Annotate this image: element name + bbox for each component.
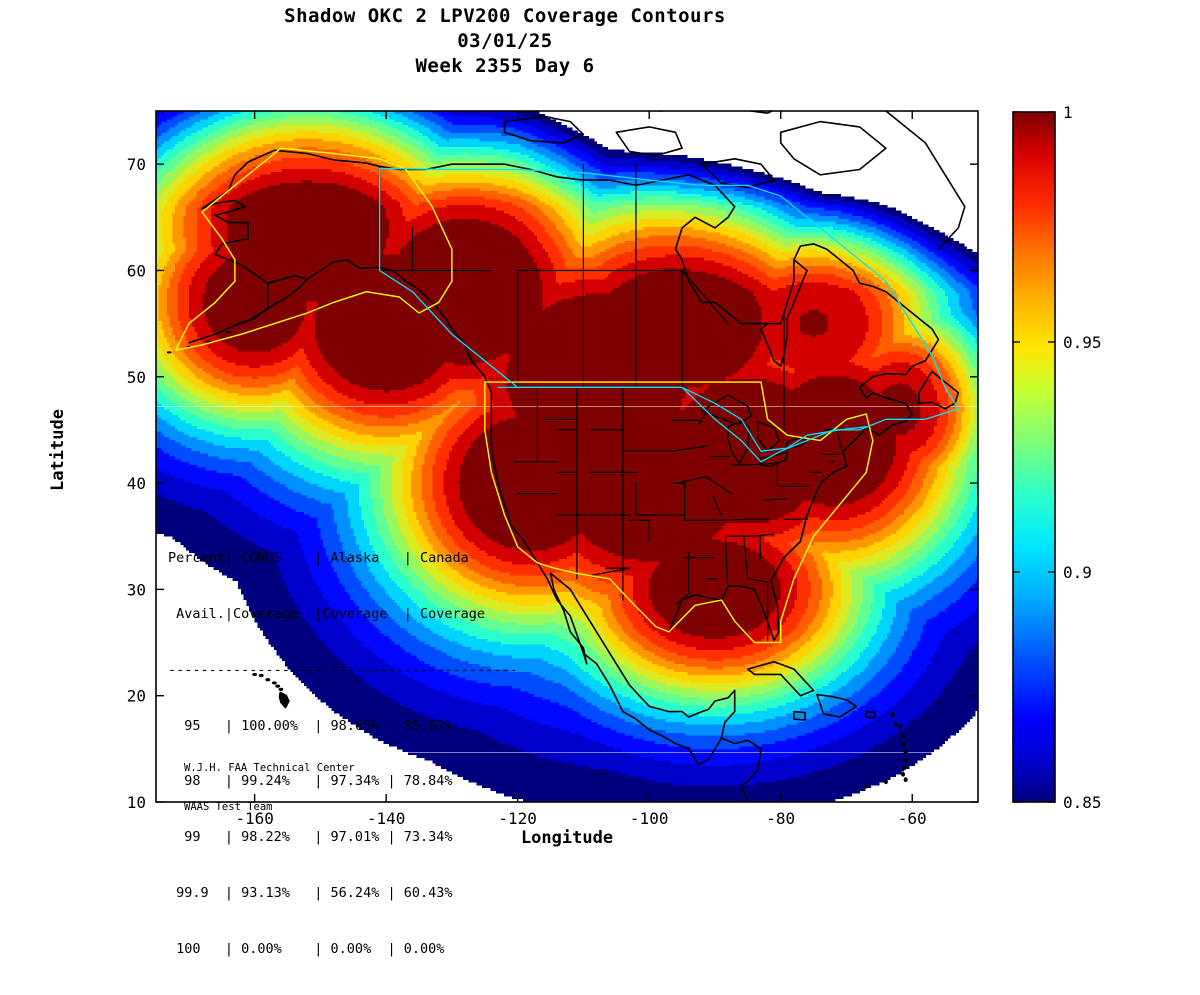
stats-header-2: Avail.|Coverage |Coverage | Coverage xyxy=(168,605,518,624)
stats-row: 95 | 100.00% | 98.65% | 85.67% xyxy=(168,717,518,736)
credit-text: W.J.H. FAA Technical Center WAAS Test Te… xyxy=(184,736,355,840)
stats-row: 100 | 0.00% | 0.00% | 0.00% xyxy=(168,940,518,959)
stats-rule: ----------------------------------------… xyxy=(168,661,518,680)
y-axis-label: Latitude xyxy=(48,370,68,530)
credit-line-1: W.J.H. FAA Technical Center xyxy=(184,762,355,775)
stats-header-1: Percent| CONUS | Alaska | Canada xyxy=(168,549,518,568)
colorbar xyxy=(1013,112,1055,802)
credit-line-2: WAAS Test Team xyxy=(184,801,355,814)
coverage-contour-figure: Shadow OKC 2 LPV200 Coverage Contours 03… xyxy=(0,0,1200,900)
